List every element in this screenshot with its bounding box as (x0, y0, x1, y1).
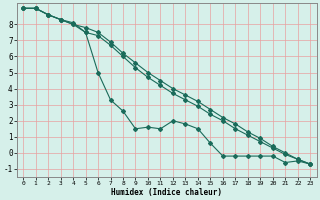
X-axis label: Humidex (Indice chaleur): Humidex (Indice chaleur) (111, 188, 222, 197)
